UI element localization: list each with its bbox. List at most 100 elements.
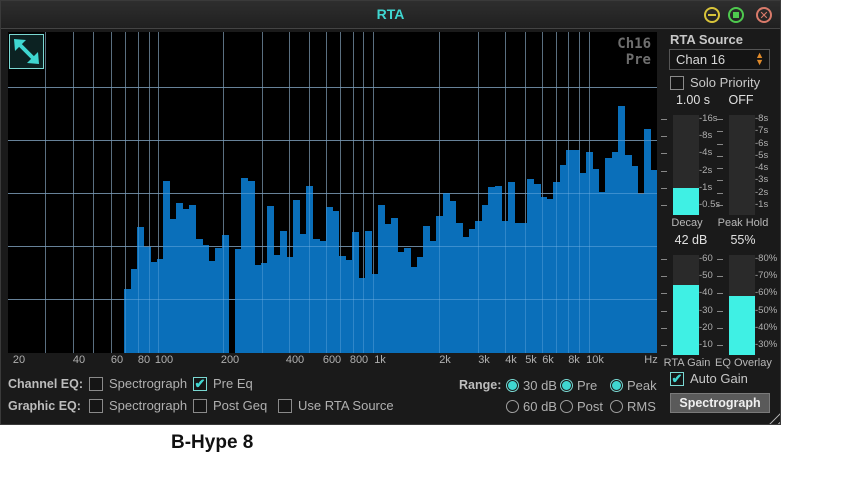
- radio-label: Pre: [577, 378, 598, 393]
- scale-tick-label: -2s: [755, 186, 769, 198]
- spectrum-bar: [189, 205, 196, 353]
- rta-source-select[interactable]: Chan 16 ▲ ▼: [669, 49, 770, 70]
- rta-source-value: Chan 16: [676, 52, 726, 67]
- post-geq-checkbox[interactable]: Post Geq: [193, 398, 267, 413]
- radio-selected-icon[interactable]: [610, 379, 623, 392]
- range-30db-radio[interactable]: 30 dB: [506, 378, 557, 393]
- spectrum-bar: [436, 216, 443, 353]
- x-tick-label: 3k: [478, 354, 490, 366]
- radio-icon[interactable]: [610, 400, 623, 413]
- detector-peak-radio[interactable]: Peak: [610, 378, 657, 393]
- spectrum-bar: [325, 207, 333, 353]
- scale-dash: [717, 259, 723, 260]
- x-tick-label: 6k: [542, 354, 554, 366]
- use-rta-source-checkbox[interactable]: Use RTA Source: [278, 398, 394, 413]
- scale-dash: [717, 168, 723, 170]
- spectrum-bar: [585, 152, 593, 353]
- checkbox-box[interactable]: [278, 398, 292, 413]
- check-icon[interactable]: ✔: [193, 376, 207, 391]
- spectrum-bar: [442, 193, 450, 353]
- spectrum-bar: [124, 289, 131, 353]
- scale-dash: [661, 345, 667, 346]
- close-icon[interactable]: ✕: [756, 7, 772, 23]
- pre-eq-checkbox[interactable]: ✔ Pre Eq: [193, 376, 253, 391]
- scale-tick-label: -60: [699, 253, 713, 264]
- radio-selected-icon[interactable]: [560, 379, 573, 392]
- decay-value: 1.00 s: [675, 93, 711, 107]
- checkbox-box[interactable]: [193, 398, 207, 413]
- eq-overlay-slider[interactable]: [729, 255, 755, 355]
- grid-line: [262, 32, 263, 353]
- solo-priority-checkbox[interactable]: Solo Priority: [670, 75, 760, 90]
- spectrum-bar: [312, 239, 320, 353]
- spectrum-bar: [130, 269, 138, 353]
- graphic-eq-spectrograph-checkbox[interactable]: Spectrograph: [89, 398, 187, 413]
- tap-label: Pre: [625, 52, 651, 68]
- scale-dash: [661, 136, 667, 138]
- scale-tick-label: -2s: [699, 164, 713, 176]
- spectrum-bar: [507, 182, 515, 353]
- scale-tick-label: -40%: [755, 321, 778, 333]
- spectrum-bar: [319, 241, 326, 353]
- check-icon[interactable]: ✔: [670, 371, 684, 386]
- channel-eq-spectrograph-checkbox[interactable]: Spectrograph: [89, 376, 187, 391]
- scale-dash: [661, 119, 667, 120]
- tap-pre-radio[interactable]: Pre: [560, 378, 597, 393]
- spectrum-bar: [273, 255, 281, 353]
- expand-icon[interactable]: [9, 34, 44, 69]
- grid-line: [73, 32, 74, 353]
- grid-line: [8, 193, 657, 194]
- scale-dash: [661, 310, 667, 312]
- grid-line: [363, 32, 364, 353]
- spectrograph-button[interactable]: Spectrograph: [670, 393, 770, 413]
- detector-rms-radio[interactable]: RMS: [610, 399, 656, 414]
- spectrum-bar: [637, 194, 645, 353]
- range-60db-radio[interactable]: 60 dB: [506, 399, 557, 414]
- grid-line: [353, 32, 354, 353]
- radio-icon[interactable]: [560, 400, 573, 413]
- rta-gain-slider[interactable]: [673, 255, 699, 355]
- x-tick-label: 4k: [505, 354, 517, 366]
- scale-dash: [717, 143, 723, 145]
- spectrum-bar: [182, 209, 190, 353]
- spectrum-bar: [221, 235, 229, 353]
- scale-dash: [661, 187, 667, 189]
- checkbox-label: Spectrograph: [109, 398, 188, 413]
- spectrum-bar: [338, 256, 346, 353]
- checkbox-box[interactable]: [670, 75, 684, 90]
- title-bar[interactable]: RTA ✕: [1, 1, 780, 29]
- scale-tick-label: -8s: [755, 113, 769, 124]
- checkbox-box[interactable]: [89, 376, 103, 391]
- x-tick-label: 100: [154, 354, 174, 366]
- scale-tick-label: -10: [699, 339, 713, 350]
- channel-label: Ch16: [617, 36, 651, 52]
- auto-gain-checkbox[interactable]: ✔ Auto Gain: [670, 371, 748, 386]
- peak-hold-slider[interactable]: [729, 115, 755, 215]
- scale-tick-label: -60%: [755, 287, 778, 299]
- radio-selected-icon[interactable]: [506, 379, 519, 392]
- spectrum-bar: [234, 249, 242, 353]
- eq-overlay-label: EQ Overlay: [715, 357, 772, 369]
- spectrum-bar: [364, 231, 372, 353]
- restore-icon[interactable]: [728, 7, 744, 23]
- updown-arrows-icon: ▲ ▼: [755, 50, 764, 67]
- spectrum-bar: [553, 182, 560, 353]
- peak-hold-label: Peak Hold: [717, 217, 769, 229]
- spectrum-bar: [644, 129, 651, 353]
- radio-icon[interactable]: [506, 400, 519, 413]
- minimize-icon[interactable]: [704, 7, 720, 23]
- radio-label: 60 dB: [523, 399, 557, 414]
- scale-dash: [661, 170, 667, 172]
- tap-post-radio[interactable]: Post: [560, 399, 603, 414]
- scale-tick-label: -80%: [755, 253, 778, 264]
- x-tick-label: 2k: [439, 354, 451, 366]
- spectrum-bar: [358, 278, 365, 353]
- checkbox-box[interactable]: [89, 398, 103, 413]
- spectrum-bar: [384, 224, 391, 353]
- x-tick-label: 20: [12, 354, 26, 366]
- decay-slider[interactable]: [673, 115, 699, 215]
- spectrum-bar: [429, 241, 437, 353]
- spectrum-bar: [462, 237, 469, 353]
- grid-line: [326, 32, 327, 353]
- scale-dash: [717, 310, 723, 312]
